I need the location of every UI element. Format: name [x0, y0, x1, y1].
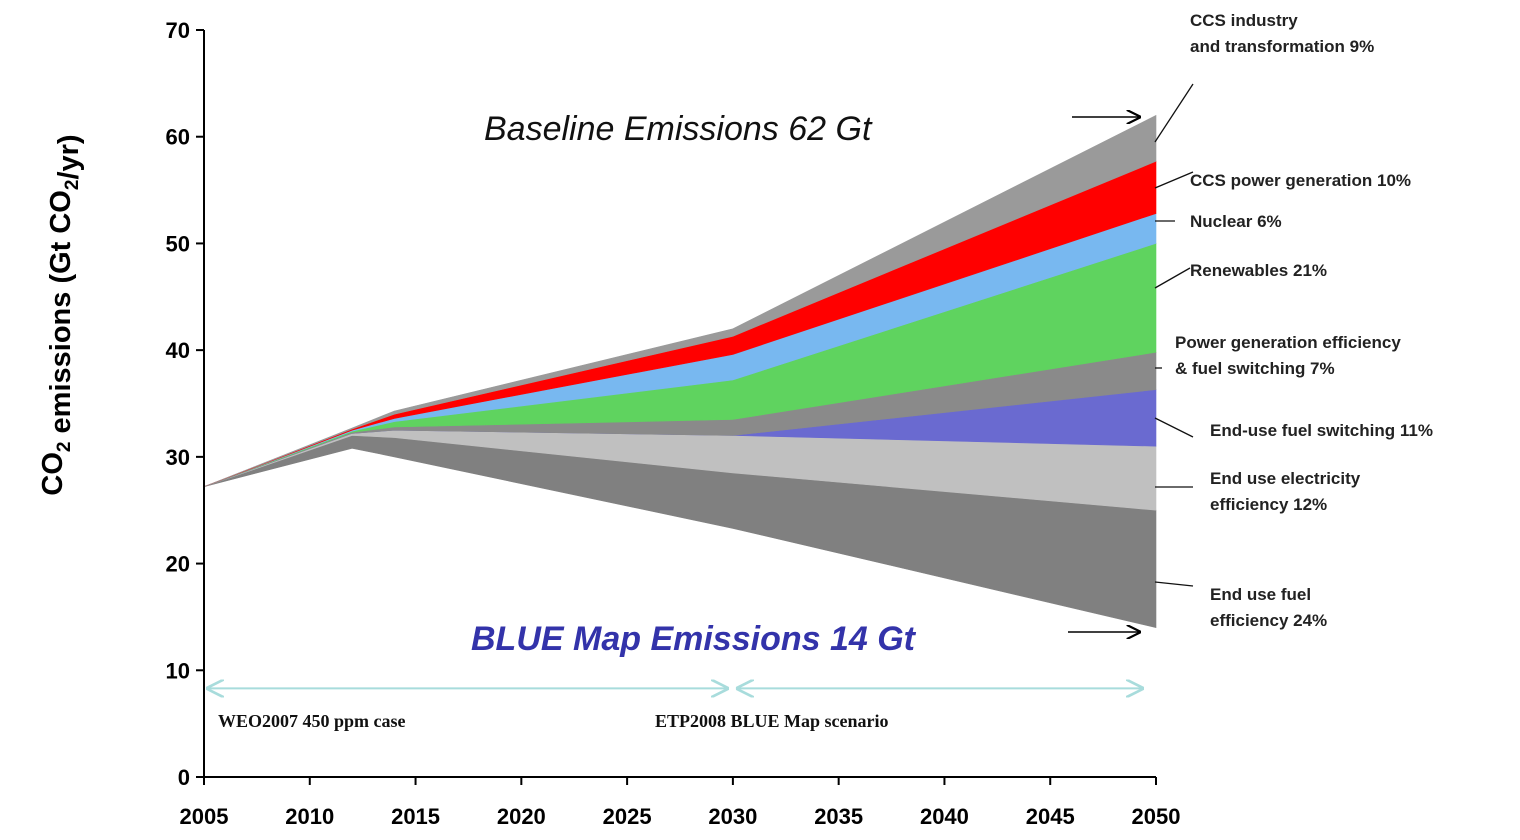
phase-arrows: WEO2007 450 ppm case ETP2008 BLUE Map sce…: [206, 688, 1144, 731]
x-tick-label: 2040: [920, 804, 969, 829]
x-tick-label: 2020: [497, 804, 546, 829]
bluemap-annotation: BLUE Map Emissions 14 Gt: [471, 620, 917, 658]
segment-label: CCS industry and transformation 9%: [1190, 11, 1374, 56]
segment-leader-line: [1154, 417, 1194, 438]
y-tick-label: 30: [166, 445, 190, 470]
segment-label: Renewables 21%: [1190, 261, 1327, 280]
x-tick-label: 2015: [391, 804, 440, 829]
segment-leader-line: [1154, 83, 1194, 143]
y-tick-label: 50: [166, 231, 190, 256]
phase-label: ETP2008 BLUE Map scenario: [655, 711, 889, 731]
segment-leader-line: [1154, 171, 1194, 189]
segment-label: End use fuel efficiency 24%: [1210, 585, 1327, 630]
axes: [203, 30, 1156, 778]
x-tick-label: 2050: [1132, 804, 1181, 829]
baseline-annotation: Baseline Emissions 62 Gt: [484, 110, 873, 148]
x-tick-label: 2010: [285, 804, 334, 829]
segment-labels: CCS industry and transformation 9% CCS pow…: [1154, 11, 1433, 630]
y-tick-label: 60: [166, 125, 190, 150]
y-tick-label: 10: [166, 658, 190, 683]
y-axis-label: CO2 emissions (Gt CO2/yr): [37, 134, 85, 495]
band-7: [203, 114, 1157, 487]
x-tick-label: 2005: [180, 804, 229, 829]
segment-leader-line: [1154, 267, 1191, 289]
y-tick-label: 0: [178, 765, 190, 790]
x-tick-label: 2035: [814, 804, 863, 829]
area-bands: [203, 114, 1157, 628]
x-tick-label: 2030: [708, 804, 757, 829]
x-tick-label: 2025: [603, 804, 652, 829]
x-tick-label: 2045: [1026, 804, 1075, 829]
y-tick-label: 20: [166, 552, 190, 577]
segment-leader-line: [1154, 581, 1194, 587]
annotations: Baseline Emissions 62 Gt BLUE Map Emissio…: [471, 110, 1141, 658]
y-tick-label: 70: [166, 18, 190, 43]
segment-label: End use electricity efficiency 12%: [1210, 469, 1361, 514]
y-tick-label: 40: [166, 338, 190, 363]
phase-label: WEO2007 450 ppm case: [218, 711, 406, 731]
segment-label: Power generation efficiency & fuel switch…: [1175, 333, 1401, 378]
segment-label: Nuclear 6%: [1190, 212, 1282, 231]
segment-label: CCS power generation 10%: [1190, 171, 1411, 190]
segment-label: End-use fuel switching 11%: [1210, 421, 1433, 440]
